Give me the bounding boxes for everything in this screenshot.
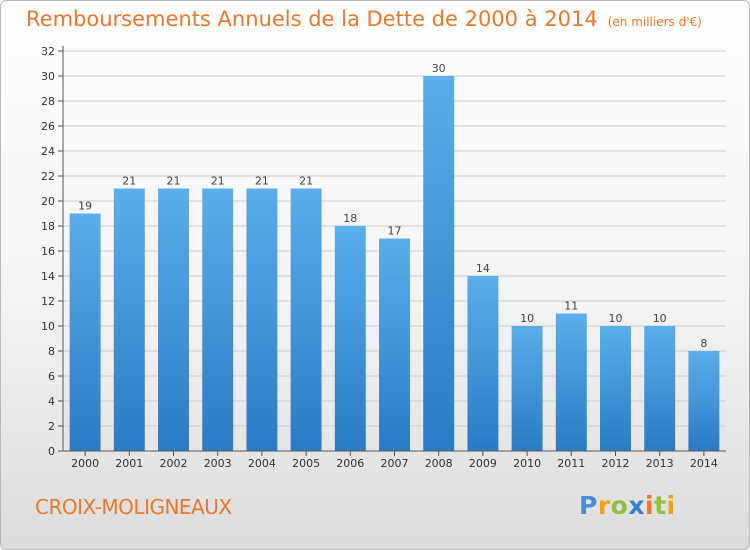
bar-2009 [467, 276, 499, 451]
y-tick-label: 26 [41, 120, 55, 133]
y-tick-label: 18 [41, 220, 55, 233]
y-tick-label: 20 [41, 195, 55, 208]
y-tick-label: 12 [41, 295, 55, 308]
logo-letter: t [654, 491, 667, 520]
data-label-2010: 10 [520, 312, 534, 325]
y-tick-label: 6 [48, 370, 55, 383]
y-tick-label: 32 [41, 45, 55, 58]
x-tick-label-2005: 2005 [292, 457, 320, 470]
bar-2011 [555, 313, 587, 451]
data-label-2007: 17 [388, 225, 402, 238]
x-tick-label-2008: 2008 [425, 457, 453, 470]
bar-2006 [334, 226, 366, 451]
bar-2000 [69, 213, 101, 451]
logo-letter: x [628, 491, 645, 520]
bar-2013 [644, 326, 676, 451]
x-tick-label-2000: 2000 [71, 457, 99, 470]
logo-letter: i [666, 491, 676, 520]
data-labels: 19 21 21 21 21 21 18 17 30 14 10 11 10 10 8 [78, 62, 707, 350]
y-tick-label: 28 [41, 95, 55, 108]
x-tick-label-2001: 2001 [115, 457, 143, 470]
x-tick-label-2002: 2002 [160, 457, 188, 470]
bar-2014 [688, 351, 720, 451]
y-tick-label: 24 [41, 145, 55, 158]
y-tick-label: 8 [48, 345, 55, 358]
commune-name: CROIX-MOLIGNEAUX [35, 495, 232, 519]
data-label-2012: 10 [609, 312, 623, 325]
bar-2004 [246, 188, 278, 451]
proxiti-logo: Proxiti [579, 491, 676, 520]
y-tick-label: 0 [48, 445, 55, 458]
data-label-2013: 10 [653, 312, 667, 325]
x-tick-label-2007: 2007 [381, 457, 409, 470]
data-label-2011: 11 [564, 300, 578, 313]
y-tick-label: 2 [48, 420, 55, 433]
data-label-2009: 14 [476, 262, 490, 275]
chart-subtitle: (en milliers d'€) [607, 15, 702, 29]
bar-2001 [113, 188, 145, 451]
bar-2002 [158, 188, 189, 451]
data-label-2004: 21 [255, 175, 269, 188]
x-tick-label-2006: 2006 [336, 457, 364, 470]
data-label-2000: 19 [78, 200, 92, 213]
y-tick-label: 22 [41, 170, 55, 183]
y-tick-label: 30 [41, 70, 55, 83]
chart-title: Remboursements Annuels de la Dette de 20… [26, 7, 702, 31]
bar-2012 [600, 326, 631, 451]
data-label-2006: 18 [343, 212, 357, 225]
x-tick-label-2012: 2012 [602, 457, 630, 470]
logo-letter: i [645, 491, 655, 520]
bar-2007 [379, 238, 410, 451]
x-tick-label-2014: 2014 [690, 457, 718, 470]
x-tick-label-2013: 2013 [646, 457, 674, 470]
bar-2003 [202, 188, 234, 451]
data-label-2002: 21 [167, 175, 181, 188]
data-label-2008: 30 [432, 62, 446, 75]
bar-2005 [290, 188, 322, 451]
x-tick-label-2009: 2009 [469, 457, 497, 470]
data-label-2001: 21 [122, 175, 136, 188]
chart-title-text: Remboursements Annuels de la Dette de 20… [26, 7, 598, 31]
data-label-2003: 21 [211, 175, 225, 188]
x-tick-label-2004: 2004 [248, 457, 276, 470]
data-label-2005: 21 [299, 175, 313, 188]
logo-letter: o [610, 491, 629, 520]
logo-letter: r [597, 491, 611, 520]
y-tick-label: 16 [41, 245, 55, 258]
y-tick-label: 14 [41, 270, 55, 283]
x-tick-label-2003: 2003 [204, 457, 232, 470]
x-tick-label-2011: 2011 [557, 457, 585, 470]
data-label-2014: 8 [700, 337, 707, 350]
logo-letter: P [579, 491, 598, 520]
x-tick-label-2010: 2010 [513, 457, 541, 470]
bar-series [69, 76, 720, 451]
y-tick-label: 4 [48, 395, 55, 408]
y-tick-label: 10 [41, 320, 55, 333]
bar-2010 [511, 326, 543, 451]
bar-2008 [423, 76, 455, 451]
